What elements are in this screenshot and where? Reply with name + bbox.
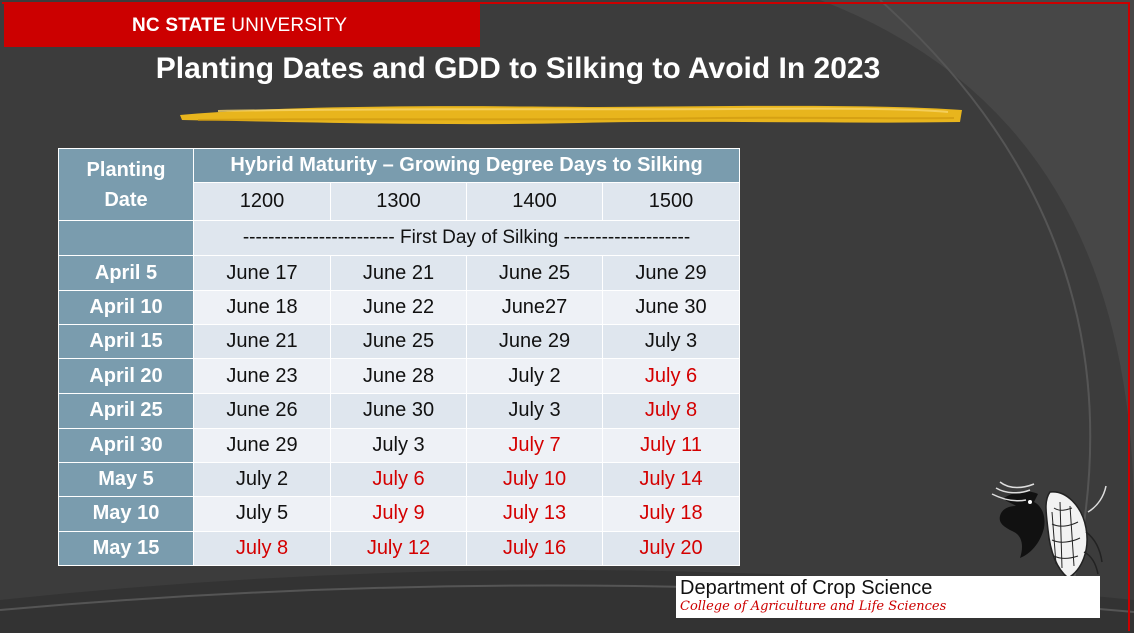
planting-date-cell: April 25 bbox=[58, 392, 194, 429]
silking-date-cell: July 13 bbox=[466, 495, 603, 532]
silking-date-cell: July 14 bbox=[601, 461, 741, 497]
yellow-brush-stroke bbox=[180, 105, 962, 125]
planting-date-header-line2: Date bbox=[104, 188, 148, 211]
planting-date-header-line1: Planting bbox=[86, 158, 166, 181]
department-name: Department of Crop Science bbox=[680, 577, 933, 599]
gdd-column-1200: 1200 bbox=[193, 182, 331, 222]
table-row: April 30 June 29 July 3 July 7 July 11 bbox=[58, 427, 741, 463]
planting-date-cell: April 5 bbox=[58, 255, 194, 292]
silking-date-cell: July 2 bbox=[193, 461, 331, 497]
silking-date-cell: June 29 bbox=[193, 427, 331, 463]
table-row: April 10 June 18 June 22 June27 June 30 bbox=[58, 290, 741, 326]
gdd-column-1500: 1500 bbox=[601, 182, 741, 222]
banner-stub-cell bbox=[58, 220, 194, 257]
table-row: April 15 June 21 June 25 June 29 July 3 bbox=[58, 324, 741, 360]
silking-date-cell: June 30 bbox=[330, 392, 467, 429]
gdd-column-1400: 1400 bbox=[466, 182, 603, 222]
first-day-of-silking-banner: ------------------------ First Day of Si… bbox=[192, 220, 741, 257]
planting-date-cell: May 5 bbox=[58, 461, 194, 497]
department-box: Department of Crop Science College of Ag… bbox=[676, 576, 1100, 618]
silking-date-cell: July 3 bbox=[330, 427, 467, 463]
silking-date-cell: July 10 bbox=[466, 461, 603, 497]
gdd-silking-table: Planting Date Hybrid Maturity – Growing … bbox=[58, 147, 741, 567]
silking-date-cell: June 29 bbox=[466, 324, 603, 360]
silking-date-cell: June 26 bbox=[193, 392, 331, 429]
silking-date-cell: July 6 bbox=[330, 461, 467, 497]
college-name: College of Agriculture and Life Sciences bbox=[680, 599, 947, 614]
silking-date-cell: June 30 bbox=[601, 290, 741, 326]
hybrid-maturity-header: Hybrid Maturity – Growing Degree Days to… bbox=[192, 147, 741, 184]
silking-date-cell: June 25 bbox=[466, 255, 603, 292]
gdd-column-1300: 1300 bbox=[330, 182, 467, 222]
silking-date-cell: June 22 bbox=[330, 290, 467, 326]
table-row: April 20 June 23 June 28 July 2 July 6 bbox=[58, 358, 741, 394]
silking-date-cell: July 18 bbox=[601, 495, 741, 532]
planting-date-cell: April 30 bbox=[58, 427, 194, 463]
silking-date-cell: July 6 bbox=[601, 358, 741, 394]
silking-date-cell: June 28 bbox=[330, 358, 467, 394]
silking-date-cell: July 8 bbox=[601, 392, 741, 429]
silking-date-cell: June 21 bbox=[193, 324, 331, 360]
silking-date-cell: June27 bbox=[466, 290, 603, 326]
silking-date-cell: July 3 bbox=[466, 392, 603, 429]
silking-date-cell: July 8 bbox=[193, 530, 331, 567]
ncsu-brand-bar: NC STATE UNIVERSITY bbox=[4, 4, 480, 47]
slide-title: Planting Dates and GDD to Silking to Avo… bbox=[155, 52, 881, 85]
silking-date-cell: July 16 bbox=[466, 530, 603, 567]
planting-date-cell: April 15 bbox=[58, 324, 194, 360]
silking-date-cell: June 23 bbox=[193, 358, 331, 394]
silking-date-cell: June 29 bbox=[601, 255, 741, 292]
table-row: May 5 July 2 July 6 July 10 July 14 bbox=[58, 461, 741, 497]
planting-date-cell: April 10 bbox=[58, 290, 194, 326]
planting-date-header: Planting Date bbox=[58, 147, 194, 222]
silking-date-cell: July 11 bbox=[601, 427, 741, 463]
table-row: May 10 July 5 July 9 July 13 July 18 bbox=[58, 495, 741, 532]
silking-date-cell: June 17 bbox=[193, 255, 331, 292]
brand-bold-text: NC STATE bbox=[132, 15, 226, 36]
silking-date-cell: June 18 bbox=[193, 290, 331, 326]
silking-date-cell: July 7 bbox=[466, 427, 603, 463]
planting-date-cell: May 15 bbox=[58, 530, 194, 567]
planting-date-cell: April 20 bbox=[58, 358, 194, 394]
table-row: April 5 June 17 June 21 June 25 June 29 bbox=[58, 255, 741, 292]
table-row: May 15 July 8 July 12 July 16 July 20 bbox=[58, 530, 741, 567]
table-row: April 25 June 26 June 30 July 3 July 8 bbox=[58, 392, 741, 429]
silking-date-cell: June 21 bbox=[330, 255, 467, 292]
corn-wolf-logo-icon bbox=[991, 481, 1107, 579]
silking-date-cell: July 20 bbox=[601, 530, 741, 567]
brand-rest-text: UNIVERSITY bbox=[225, 15, 348, 36]
silking-date-cell: July 3 bbox=[601, 324, 741, 360]
silking-date-cell: July 9 bbox=[330, 495, 467, 532]
silking-date-cell: July 12 bbox=[330, 530, 467, 567]
silking-date-cell: July 2 bbox=[466, 358, 603, 394]
planting-date-cell: May 10 bbox=[58, 495, 194, 532]
silking-date-cell: July 5 bbox=[193, 495, 331, 532]
silking-date-cell: June 25 bbox=[330, 324, 467, 360]
